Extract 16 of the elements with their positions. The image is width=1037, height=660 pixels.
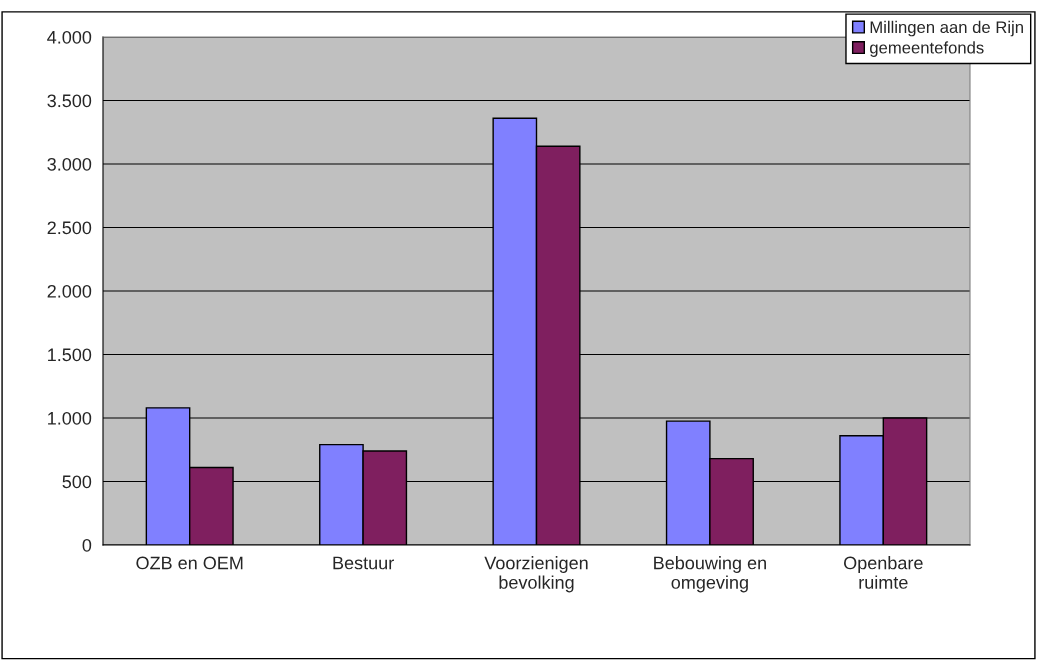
x-tick-label: Openbare ruimte [844,556,923,589]
y-tick-label: 1.500 [48,348,92,362]
x-tick-label: Bestuur [333,556,394,570]
y-tick-label: 3.500 [47,94,92,108]
x-tick-label: Bebouwing en omgeving [654,556,766,593]
x-tick-label: Voorzienigen bevolking [484,556,588,593]
y-tick-label: 0 [82,538,92,552]
y-tick-label: 1.000 [48,411,92,425]
legend-label: gemeentefonds [870,41,984,57]
y-tick-label: 2.500 [47,221,92,235]
legend-label: Millingen aan de Rijn [870,20,1023,37]
y-tick-label: 500 [62,475,92,489]
x-tick-label: OZB en OEM [136,556,243,570]
y-tick-label: 2.000 [47,284,92,298]
y-tick-label: 4.000 [47,30,92,44]
y-tick-label: 3.000 [47,157,92,171]
